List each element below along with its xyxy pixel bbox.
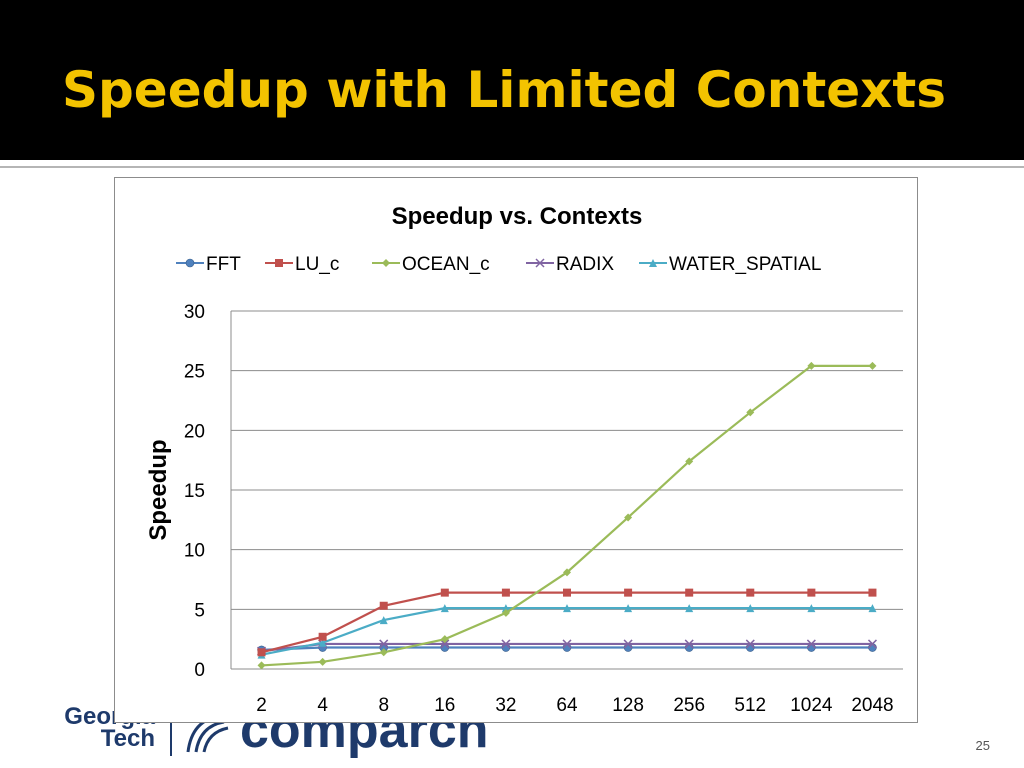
chart-svg: Speedup vs. Contexts 0 5 10 15 20 25 30 2 4 8 16 32 6…	[145, 203, 903, 716]
data-point-radix-stroke	[623, 639, 633, 649]
data-point-ocean-c	[807, 361, 816, 370]
data-point-ocean-c	[440, 635, 449, 644]
data-point-ocean-c	[501, 608, 510, 617]
x-tick-label: 1024	[790, 695, 833, 716]
data-point-radix	[806, 639, 816, 649]
x-tick-label: 2	[256, 695, 267, 716]
y-tick-label: 20	[184, 421, 205, 442]
x-tick-label: 32	[495, 695, 516, 716]
data-point-lu-c	[807, 588, 816, 597]
data-point-radix	[501, 639, 511, 649]
data-point-lu-c	[318, 632, 327, 641]
legend-marker-radix	[535, 258, 545, 268]
y-axis-label: Speedup	[145, 439, 172, 540]
y-tick-label: 30	[184, 302, 205, 323]
x-tick-label: 256	[673, 695, 705, 716]
data-point-ocean-c	[868, 361, 877, 370]
data-point-water-spatial	[685, 604, 694, 613]
data-point-lu-c	[440, 588, 449, 597]
page-number: 25	[975, 738, 990, 753]
chart-container: Speedup vs. Contexts 0 5 10 15 20 25 30 2 4 8 16 32 6…	[114, 177, 918, 723]
data-point-lu-c	[379, 601, 388, 610]
slide-title: Speedup with Limited Contexts	[62, 61, 947, 119]
data-point-radix	[867, 639, 877, 649]
y-tick-label: 0	[194, 660, 205, 681]
data-point-lu-c	[257, 648, 266, 657]
logo-line-2: Tech	[100, 725, 155, 752]
legend-label-fft: FFT	[206, 254, 241, 275]
data-point-lu-c	[868, 588, 877, 597]
data-point-ocean-c	[624, 513, 633, 522]
data-point-ocean-c	[685, 457, 694, 466]
y-tick-label: 10	[184, 541, 205, 562]
x-tick-label: 16	[434, 695, 455, 716]
data-point-radix-stroke	[562, 639, 572, 649]
legend-marker-lu-c	[275, 259, 283, 267]
data-point-water-spatial	[379, 616, 388, 625]
data-point-radix-stroke	[745, 639, 755, 649]
data-point-radix	[745, 639, 755, 649]
legend-label-ocean-c: OCEAN_c	[402, 254, 490, 275]
data-point-water-spatial	[318, 638, 327, 647]
data-point-water-spatial	[868, 604, 877, 613]
x-tick-label: 4	[317, 695, 328, 716]
data-point-lu-c	[501, 588, 510, 597]
data-point-water-spatial	[624, 604, 633, 613]
data-point-ocean-c	[563, 568, 571, 577]
data-point-radix	[562, 639, 572, 649]
y-tick-label: 5	[194, 600, 205, 621]
data-point-lu-c	[746, 588, 755, 597]
title-divider	[0, 166, 1024, 168]
data-point-radix	[623, 639, 633, 649]
x-tick-label: 128	[612, 695, 644, 716]
logo-divider	[170, 706, 172, 756]
data-point-radix-stroke	[806, 639, 816, 649]
data-point-radix	[684, 639, 694, 649]
data-point-ocean-c	[379, 648, 388, 657]
data-point-water-spatial	[746, 604, 755, 613]
data-point-water-spatial	[501, 604, 510, 613]
data-point-water-spatial	[807, 604, 816, 613]
data-point-water-spatial	[440, 604, 449, 613]
legend-label-water-spatial: WATER_SPATIAL	[669, 254, 821, 275]
data-point-water-spatial	[563, 604, 571, 613]
data-point-radix	[440, 639, 450, 649]
legend-marker-radix-stroke	[535, 258, 545, 268]
y-tick-label: 15	[184, 481, 205, 502]
data-point-lu-c	[624, 588, 633, 597]
data-point-radix-stroke	[684, 639, 694, 649]
data-point-radix	[379, 639, 389, 649]
data-point-radix-stroke	[501, 639, 511, 649]
x-tick-label: 64	[556, 695, 578, 716]
chart-title: Speedup vs. Contexts	[392, 203, 643, 230]
legend-label-radix: RADIX	[556, 254, 614, 275]
x-tick-label: 512	[734, 695, 766, 716]
data-point-ocean-c	[746, 408, 755, 417]
data-point-lu-c	[563, 588, 571, 597]
y-tick-label: 25	[184, 362, 205, 383]
data-point-radix-stroke	[379, 639, 389, 649]
legend-marker-ocean-c	[382, 259, 390, 267]
legend-label-lu-c: LU_c	[295, 254, 339, 275]
legend-marker-water-spatial	[649, 259, 657, 267]
title-bar	[0, 0, 1024, 160]
x-tick-label: 8	[378, 695, 389, 716]
data-point-radix-stroke	[440, 639, 450, 649]
data-point-ocean-c	[257, 661, 266, 670]
legend-marker-fft	[185, 258, 195, 268]
data-point-ocean-c	[318, 657, 327, 666]
data-point-lu-c	[685, 588, 694, 597]
data-point-radix-stroke	[867, 639, 877, 649]
x-tick-label: 2048	[851, 695, 893, 716]
